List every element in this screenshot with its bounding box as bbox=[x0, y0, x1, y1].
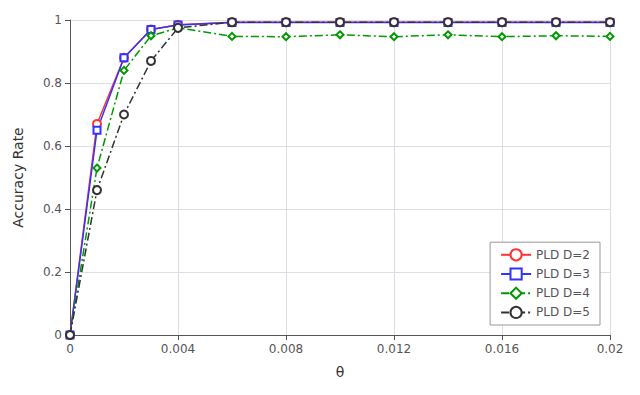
svg-text:0.4: 0.4 bbox=[43, 202, 62, 216]
svg-text:0.6: 0.6 bbox=[43, 139, 62, 153]
svg-text:Accuracy Rate: Accuracy Rate bbox=[10, 127, 26, 227]
svg-text:0: 0 bbox=[66, 342, 74, 356]
svg-text:PLD D=2: PLD D=2 bbox=[536, 248, 590, 262]
svg-text:1: 1 bbox=[54, 13, 62, 27]
svg-text:0.004: 0.004 bbox=[161, 342, 195, 356]
svg-text:θ: θ bbox=[336, 364, 345, 380]
svg-text:0.02: 0.02 bbox=[597, 342, 624, 356]
svg-text:0: 0 bbox=[54, 328, 62, 342]
svg-text:PLD D=3: PLD D=3 bbox=[536, 267, 590, 281]
svg-text:PLD D=4: PLD D=4 bbox=[536, 286, 590, 300]
svg-text:0.2: 0.2 bbox=[43, 265, 62, 279]
svg-text:0.016: 0.016 bbox=[485, 342, 519, 356]
svg-text:0.008: 0.008 bbox=[269, 342, 303, 356]
svg-text:0.012: 0.012 bbox=[377, 342, 411, 356]
svg-text:0.8: 0.8 bbox=[43, 76, 62, 90]
svg-text:PLD D=5: PLD D=5 bbox=[536, 305, 590, 319]
